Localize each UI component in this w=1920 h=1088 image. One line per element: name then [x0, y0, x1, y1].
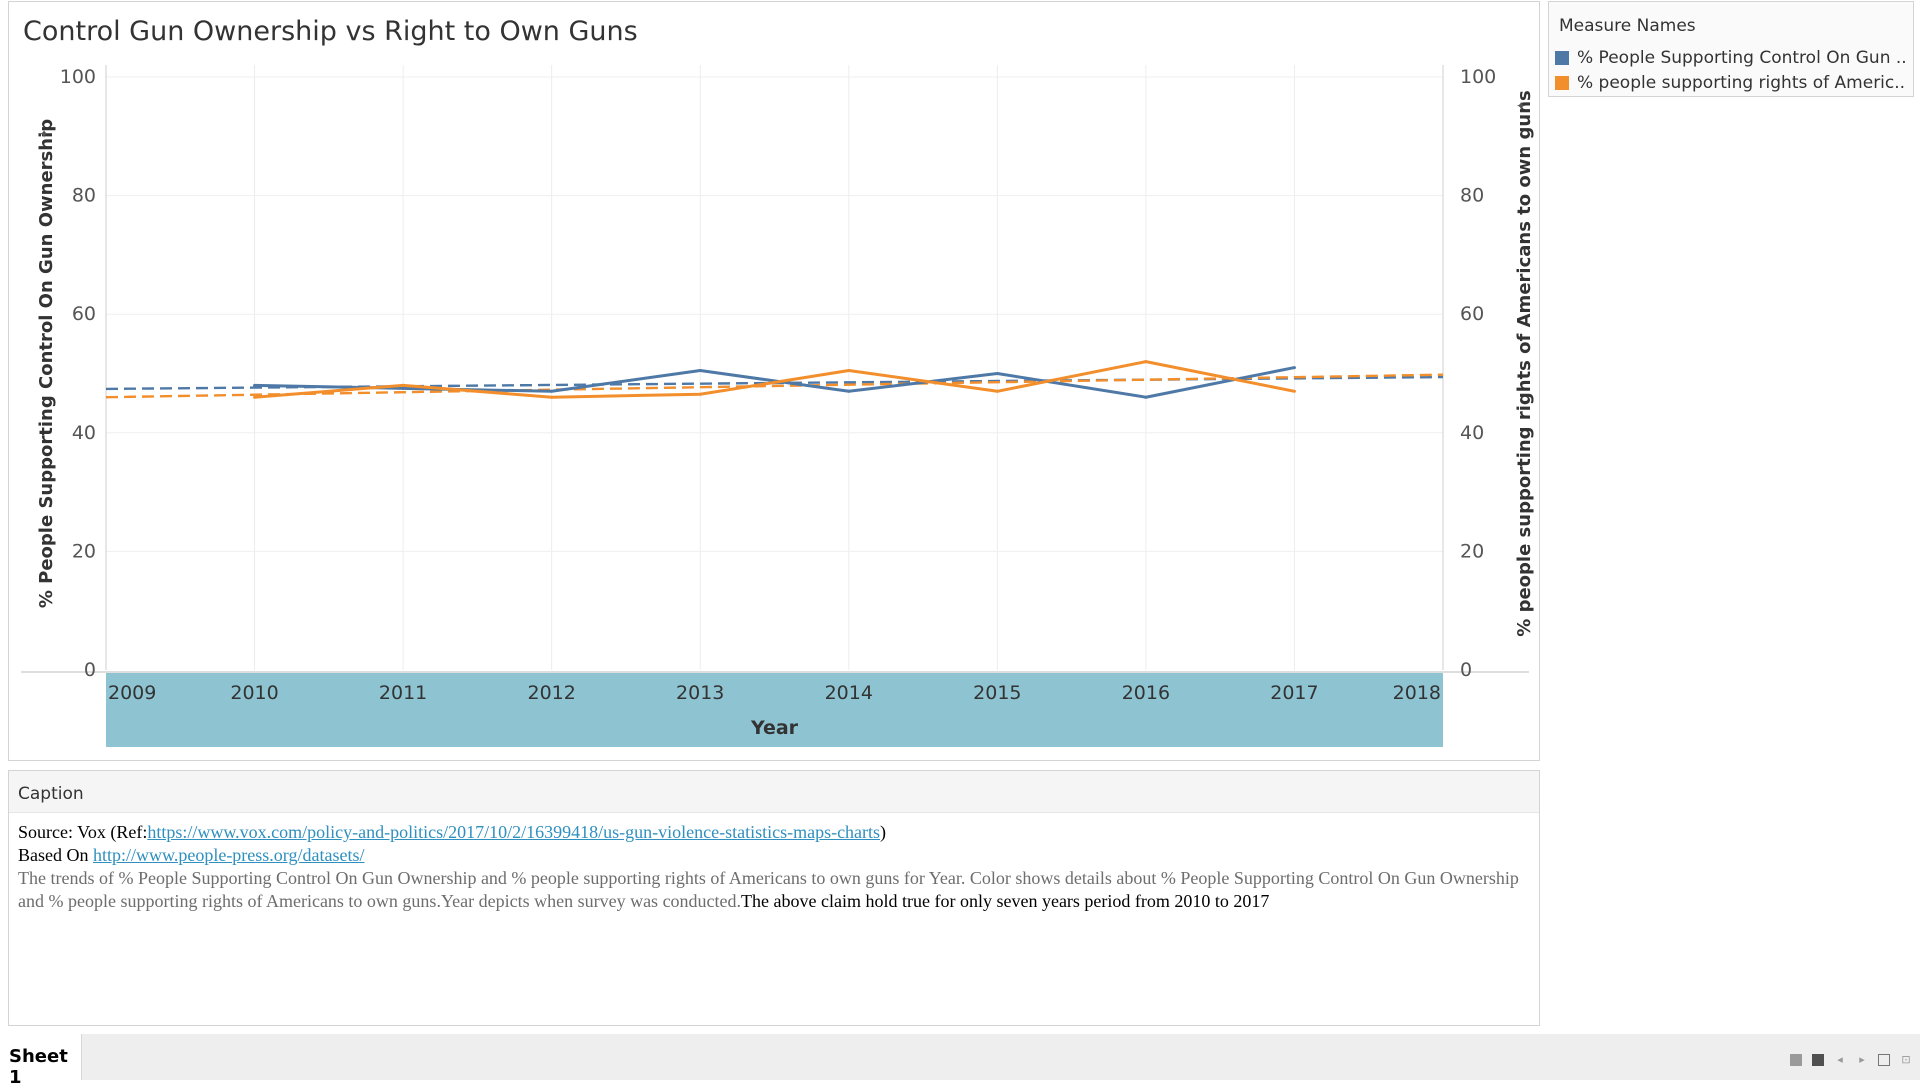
- caption-description-block: The trends of % People Supporting Contro…: [18, 867, 1530, 913]
- x-tick-label: 2016: [1122, 682, 1170, 704]
- viz-panel: Control Gun Ownership vs Right to Own Gu…: [8, 1, 1540, 761]
- x-tick-label: 2015: [973, 682, 1021, 704]
- fullscreen-icon[interactable]: [1878, 1054, 1890, 1066]
- presentation-icon[interactable]: ⊡: [1901, 1054, 1911, 1066]
- legend-panel: Measure Names % People Supporting Contro…: [1548, 1, 1914, 97]
- data-point: [1144, 360, 1148, 364]
- y-tick-label-right: 40: [1460, 422, 1484, 444]
- y-tick-label-left: 80: [72, 185, 96, 207]
- right-axis-pin-icon: ✦: [1516, 99, 1526, 113]
- caption-source-line: Source: Vox (Ref:https://www.vox.com/pol…: [18, 821, 1530, 844]
- caption-based-on-line: Based On http://www.people-press.org/dat…: [18, 844, 1530, 867]
- y-tick-label-left: 20: [72, 540, 96, 562]
- caption-claim: The above claim hold true for only seven…: [741, 891, 1270, 911]
- y-tick-label-right: 20: [1460, 540, 1484, 562]
- y-tick-label-right: 0: [1460, 659, 1472, 681]
- x-tick-label: 2013: [676, 682, 724, 704]
- y-tick-label-right: 80: [1460, 185, 1484, 207]
- data-point: [401, 383, 405, 387]
- y-axis-title-right: % people supporting rights of Americans …: [1514, 90, 1535, 636]
- x-tick-label: 2017: [1270, 682, 1318, 704]
- legend-label-rights: % people supporting rights of Americ..: [1577, 73, 1906, 93]
- data-point: [401, 386, 405, 390]
- data-point: [847, 389, 851, 393]
- trend-line: [105, 373, 1444, 399]
- data-point: [1292, 366, 1296, 370]
- x-tick-label: 2009: [108, 682, 156, 704]
- data-point: [1292, 389, 1296, 393]
- x-tick-label: 2012: [527, 682, 575, 704]
- y-tick-label-right: 100: [1460, 66, 1496, 88]
- y-tick-label-left: 0: [84, 659, 96, 681]
- data-point: [698, 369, 702, 373]
- x-tick-label: 2018: [1393, 682, 1441, 704]
- series-line: [254, 360, 1295, 399]
- next-sheet-icon[interactable]: ▸: [1859, 1054, 1865, 1066]
- legend-label-control: % People Supporting Control On Gun ..: [1577, 48, 1907, 68]
- tab-controls: ◂ ▸ ⊡: [1790, 1054, 1912, 1066]
- y-tick-label-right: 60: [1460, 303, 1484, 325]
- caption-source-suffix: ): [880, 822, 887, 842]
- x-tick-label: 2010: [230, 682, 278, 704]
- sheet-tab-bar: Sheet 1 ◂ ▸ ⊡: [0, 1034, 1920, 1088]
- caption-description: The trends of % People Supporting Contro…: [18, 868, 1519, 911]
- left-axis-pin-icon: ✦: [39, 127, 49, 141]
- legend-item-rights[interactable]: % people supporting rights of Americ..: [1555, 72, 1905, 94]
- caption-source-prefix: Source: Vox (Ref:: [18, 822, 148, 842]
- y-tick-label-left: 60: [72, 303, 96, 325]
- y-tick-label-left: 40: [72, 422, 96, 444]
- prev-sheet-icon[interactable]: ◂: [1837, 1054, 1843, 1066]
- caption-based-on-prefix: Based On: [18, 845, 93, 865]
- y-tick-label-left: 100: [60, 66, 96, 88]
- legend-swatch-control: [1555, 51, 1569, 65]
- caption-panel: Caption Source: Vox (Ref:https://www.vox…: [8, 770, 1540, 1026]
- x-tick-label: 2011: [379, 682, 427, 704]
- data-point: [995, 372, 999, 375]
- line-chart: 0 0 20 20 40 40 60 60 80 80 100 100 2009 2010 2011 2012…: [21, 65, 1535, 747]
- data-point: [253, 383, 257, 387]
- source-link[interactable]: https://www.vox.com/policy-and-politics/…: [147, 822, 881, 842]
- data-point: [1144, 395, 1148, 399]
- tabs-view-icon[interactable]: [1812, 1054, 1824, 1066]
- data-point: [995, 389, 999, 393]
- caption-header: Caption: [9, 771, 1539, 813]
- data-point: [847, 369, 851, 373]
- legend-swatch-rights: [1555, 76, 1569, 90]
- legend-item-control[interactable]: % People Supporting Control On Gun ..: [1555, 47, 1907, 69]
- y-axis-title-left: % People Supporting Control On Gun Owner…: [36, 119, 57, 608]
- caption-body: Source: Vox (Ref:https://www.vox.com/pol…: [9, 813, 1539, 921]
- based-on-link[interactable]: http://www.people-press.org/datasets/: [93, 845, 365, 865]
- x-axis-title: Year: [750, 717, 799, 739]
- tab-sheet-1[interactable]: Sheet 1: [0, 1034, 82, 1088]
- x-axis-band: [106, 673, 1443, 747]
- chart-title: Control Gun Ownership vs Right to Own Gu…: [23, 16, 638, 47]
- data-point: [698, 392, 702, 396]
- data-point: [550, 395, 554, 399]
- data-point: [253, 395, 257, 399]
- x-tick-label: 2014: [825, 682, 873, 704]
- filmstrip-view-icon[interactable]: [1790, 1054, 1802, 1066]
- data-point: [550, 389, 554, 393]
- legend-title: Measure Names: [1559, 16, 1696, 36]
